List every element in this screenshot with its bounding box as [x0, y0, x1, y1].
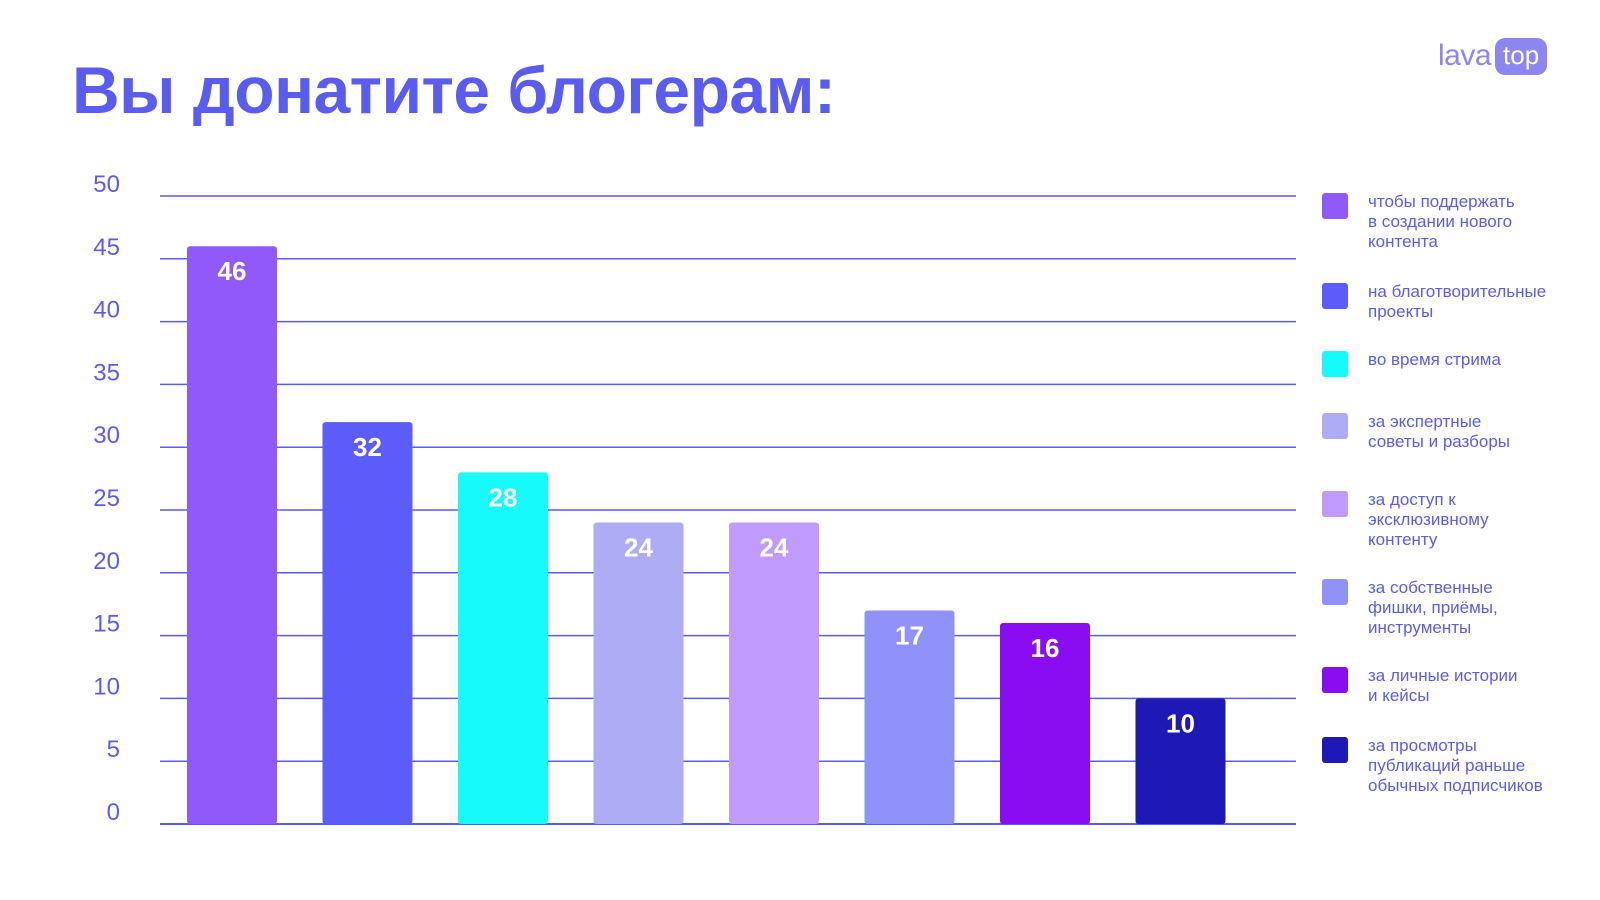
legend-swatch — [1322, 193, 1348, 219]
legend-swatch — [1322, 491, 1348, 517]
legend-item: за просмотры публикаций раньше обычных п… — [1322, 736, 1598, 796]
legend-swatch — [1322, 351, 1348, 377]
bar — [1135, 698, 1226, 824]
bar-value-label: 32 — [353, 432, 382, 462]
y-tick-label: 45 — [93, 234, 120, 261]
bar-value-label: 17 — [895, 620, 924, 650]
legend-label: чтобы поддержать в создании нового конте… — [1368, 192, 1515, 251]
bar — [593, 522, 684, 824]
lava-top-logo: lava top — [1438, 36, 1548, 76]
bar — [864, 610, 955, 824]
y-tick-label: 20 — [93, 548, 120, 575]
y-tick-label: 5 — [107, 736, 120, 763]
y-tick-label: 40 — [93, 297, 120, 324]
legend-item: на благотворительные проекты — [1322, 282, 1598, 322]
legend-label: за просмотры публикаций раньше обычных п… — [1368, 736, 1543, 795]
y-tick-label: 0 — [107, 799, 120, 826]
legend-label: за доступ к эксклюзивному контенту — [1368, 490, 1489, 549]
bar-value-label: 28 — [489, 482, 518, 512]
y-tick-label: 30 — [93, 422, 120, 449]
legend-item: во время стрима — [1322, 350, 1598, 377]
bar-value-label: 10 — [1166, 708, 1195, 738]
bar — [458, 472, 548, 824]
legend-swatch — [1322, 667, 1348, 693]
legend-item: за экспертные советы и разборы — [1322, 412, 1598, 452]
y-tick-label: 10 — [93, 673, 120, 700]
legend-label: во время стрима — [1368, 350, 1501, 369]
y-tick-label: 50 — [93, 171, 120, 198]
bar-chart: 0 5 10 15 20 25 30 35 40 45 50 46 32 28 24 24 17 16 10 — [93, 171, 1296, 826]
bar-value-label: 46 — [218, 256, 247, 286]
bar-value-label: 24 — [760, 533, 789, 563]
legend-label: за личные истории и кейсы — [1368, 666, 1518, 705]
legend-item: чтобы поддержать в создании нового конте… — [1322, 192, 1598, 252]
bar — [729, 522, 819, 824]
logo-badge: top — [1495, 37, 1548, 75]
legend-item: за личные истории и кейсы — [1322, 666, 1598, 706]
page-title: Вы донатите блогерам: — [72, 53, 836, 127]
bar — [1000, 623, 1090, 824]
legend-item: за доступ к эксклюзивному контенту — [1322, 490, 1598, 550]
legend-label: за экспертные советы и разборы — [1368, 412, 1511, 451]
bar — [187, 246, 277, 825]
legend-swatch — [1322, 283, 1348, 309]
bar-value-label: 16 — [1031, 633, 1060, 663]
bar-value-label: 24 — [624, 533, 653, 563]
legend-swatch — [1322, 413, 1348, 439]
legend-label: за собственные фишки, приёмы, инструмент… — [1368, 578, 1498, 637]
y-tick-label: 35 — [93, 359, 120, 386]
logo-text: lava — [1438, 39, 1492, 72]
legend-swatch — [1322, 579, 1348, 605]
legend-label: на благотворительные проекты — [1368, 282, 1547, 321]
legend-swatch — [1322, 737, 1348, 763]
y-tick-label: 15 — [93, 611, 120, 638]
bar — [322, 422, 413, 824]
y-tick-label: 25 — [93, 485, 120, 512]
chart-bars: 46 32 28 24 24 17 16 10 — [187, 246, 1226, 825]
legend-item: за собственные фишки, приёмы, инструмент… — [1322, 578, 1598, 638]
